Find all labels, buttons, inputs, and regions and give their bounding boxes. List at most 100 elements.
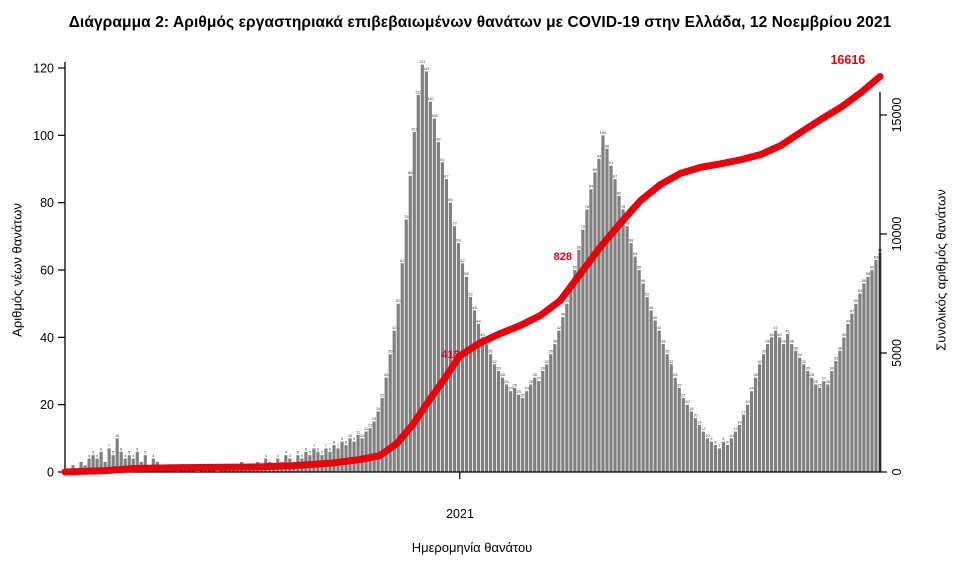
daily-deaths-bar <box>529 384 533 472</box>
daily-deaths-bar <box>416 94 420 472</box>
bar-value-label: 38 <box>781 339 786 344</box>
daily-deaths-bar <box>135 451 139 472</box>
bar-value-label: 63 <box>874 254 879 259</box>
daily-deaths-bar <box>553 344 557 472</box>
daily-deaths-bar <box>340 441 344 472</box>
daily-deaths-bar <box>737 424 742 472</box>
bar-value-label: 50 <box>565 298 570 303</box>
bar-value-label: 58 <box>866 271 871 276</box>
daily-deaths-bar <box>79 461 83 472</box>
daily-deaths-bar <box>480 337 485 472</box>
bar-value-label: 18 <box>376 406 381 411</box>
bar-value-label: 35 <box>488 349 493 354</box>
daily-deaths-bar <box>685 404 689 472</box>
bar-value-label: 38 <box>661 339 666 344</box>
bar-value-label: 26 <box>528 379 533 384</box>
bar-value-label: 14 <box>697 419 702 424</box>
daily-deaths-bar <box>693 418 697 472</box>
bar-value-label: 14 <box>737 419 742 424</box>
x-axis-tick-label-2021: 2021 <box>446 507 474 521</box>
bar-value-label: 4 <box>289 453 292 458</box>
daily-deaths-bar <box>460 263 465 472</box>
bar-value-label: 48 <box>649 305 654 310</box>
daily-deaths-bar <box>496 371 501 472</box>
bar-value-label: 60 <box>870 265 875 270</box>
bar-value-label: 15 <box>372 416 377 421</box>
daily-deaths-bar <box>111 455 115 472</box>
daily-deaths-bar <box>830 371 834 472</box>
bar-value-label: 5 <box>112 450 115 455</box>
bar-value-label: 6 <box>317 446 320 451</box>
daily-deaths-bar <box>810 377 814 472</box>
daily-deaths-bar <box>597 158 601 472</box>
daily-deaths-bar <box>717 448 722 472</box>
bar-value-label: 6 <box>120 446 123 451</box>
daily-deaths-bar <box>721 441 726 472</box>
bar-value-label: 5 <box>321 450 324 455</box>
daily-deaths-bar <box>669 364 673 472</box>
left-axis-tick-label: 40 <box>40 331 54 345</box>
bar-value-label: 82 <box>617 190 622 195</box>
daily-deaths-bar <box>657 330 661 472</box>
daily-deaths-bar <box>400 263 404 472</box>
daily-deaths-bar <box>501 377 505 472</box>
daily-deaths-bar <box>713 445 717 472</box>
bar-value-label: 9 <box>341 436 344 441</box>
bar-value-label: 8 <box>345 440 348 445</box>
bar-value-label: 28 <box>533 372 538 377</box>
bar-value-label: 32 <box>545 359 550 364</box>
bar-value-label: 4 <box>124 453 127 458</box>
bar-value-label: 5 <box>285 450 288 455</box>
bar-value-label: 22 <box>681 392 686 397</box>
daily-deaths-bar <box>866 276 870 472</box>
bar-value-label: 32 <box>669 359 674 364</box>
daily-deaths-bar <box>818 387 822 472</box>
bar-value-label: 7 <box>313 443 316 448</box>
daily-deaths-bar <box>806 371 810 472</box>
bar-value-label: 42 <box>657 325 662 330</box>
daily-deaths-bar <box>822 381 826 472</box>
daily-deaths-bar <box>541 371 545 472</box>
daily-deaths-bar <box>428 101 432 473</box>
daily-deaths-bar <box>774 330 778 472</box>
bar-value-label: 62 <box>400 258 405 263</box>
bar-value-label: 101 <box>411 126 418 131</box>
bar-value-label: 26 <box>814 379 819 384</box>
daily-deaths-bar <box>705 438 709 472</box>
daily-deaths-bar <box>557 330 561 472</box>
bar-value-label: 38 <box>789 339 794 344</box>
daily-deaths-bar <box>569 286 573 472</box>
daily-deaths-bar <box>143 455 147 472</box>
daily-deaths-bar <box>476 323 481 472</box>
daily-deaths-bar <box>533 377 537 472</box>
bar-value-label: 10 <box>360 433 365 438</box>
bar-value-label: 44 <box>846 318 851 323</box>
daily-deaths-bar <box>745 404 750 472</box>
bar-value-label: 30 <box>806 366 811 371</box>
daily-deaths-bar <box>464 276 469 472</box>
bar-value-label: 30 <box>830 366 835 371</box>
bar-value-label: 36 <box>793 345 798 350</box>
daily-deaths-bar <box>565 303 569 472</box>
bar-value-label: 84 <box>589 184 594 189</box>
bar-value-label: 38 <box>765 339 770 344</box>
daily-deaths-bar <box>372 421 376 472</box>
daily-deaths-bar <box>360 438 364 472</box>
daily-deaths-bar <box>312 448 316 472</box>
daily-deaths-bar <box>753 377 758 472</box>
daily-deaths-bar <box>103 461 107 472</box>
left-axis-tick-label: 60 <box>40 264 54 278</box>
daily-deaths-bar <box>492 364 497 472</box>
bar-value-label: 20 <box>745 399 750 404</box>
daily-deaths-bar <box>107 448 111 472</box>
bar-value-label: 28 <box>810 372 815 377</box>
bar-value-label: 68 <box>629 238 634 243</box>
daily-deaths-bar <box>424 71 428 472</box>
bar-value-label: 4 <box>301 453 304 458</box>
bar-value-label: 58 <box>464 271 469 276</box>
daily-deaths-bar <box>846 323 850 472</box>
daily-deaths-bar <box>115 438 119 472</box>
daily-deaths-bar <box>404 219 408 472</box>
bar-value-label: 6 <box>329 446 332 451</box>
